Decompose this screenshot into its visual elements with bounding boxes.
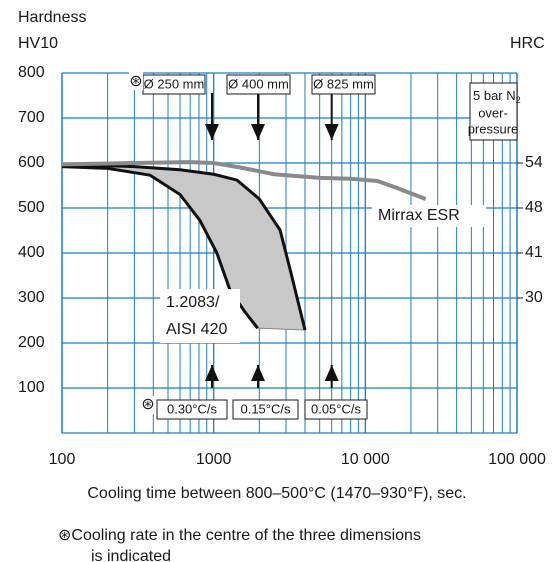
x-tick-label: 100 000 (488, 451, 546, 468)
y2-tick-label: 30 (525, 289, 543, 306)
marker-arrow-head (250, 124, 265, 140)
y2-title: HRC (510, 35, 545, 52)
footnote: ⊛Cooling rate in the centre of the three… (58, 527, 421, 544)
label-bg (160, 289, 240, 343)
series-label: Mirrax ESR (378, 207, 460, 224)
star: ⊛ (129, 73, 142, 90)
marker-arrow-head (250, 365, 265, 381)
y-tick-label: 800 (18, 64, 45, 81)
footnote: is indicated (91, 548, 171, 562)
y2-tick-label: 41 (525, 244, 543, 261)
band-edge (257, 327, 305, 331)
note-text: 5 bar N (473, 88, 516, 103)
x-tick-label: 100 (49, 451, 76, 468)
y2-tick-label: 54 (525, 154, 543, 171)
marker-box (232, 399, 299, 420)
y-title: HV10 (18, 35, 58, 52)
y-tick-label: 600 (18, 154, 45, 171)
line (61, 160, 427, 201)
band-label: AISI 420 (166, 321, 227, 338)
band-line (61, 162, 307, 331)
note-box (469, 82, 518, 141)
marker-box (156, 399, 228, 420)
marker-arrow-head (204, 365, 219, 381)
marker-label: Ø 400 mm (228, 76, 289, 91)
y-tick-label: 400 (18, 244, 45, 261)
marker-arrow-head (324, 124, 339, 140)
marker-box (226, 74, 291, 95)
star-bg (141, 396, 155, 414)
y2-tick-label: 48 (525, 199, 543, 216)
marker-box (311, 74, 376, 95)
note-text: 5 bar N2 (473, 88, 521, 105)
marker-label: Ø 250 mm (144, 76, 205, 91)
x-title: Cooling time between 800–500°C (1470–930… (87, 485, 466, 502)
y-tick-label: 300 (18, 289, 45, 306)
y-title: Hardness (18, 9, 86, 26)
x-tick-label: 10 000 (341, 451, 390, 468)
marker-label: 0.15°C/s (240, 401, 291, 416)
y-tick-label: 200 (18, 334, 45, 351)
x-tick-label: 1000 (196, 451, 232, 468)
y-tick-label: 500 (18, 199, 45, 216)
marker-label: 0.05°C/s (311, 401, 362, 416)
star: ⊛ (141, 396, 154, 413)
star-bg (129, 72, 143, 90)
marker-label: Ø 825 mm (313, 76, 374, 91)
band-area (62, 164, 305, 330)
label-bg (372, 205, 486, 227)
y-tick-label: 700 (18, 109, 45, 126)
marker-box (304, 399, 368, 420)
note-text: over- (478, 105, 508, 120)
marker-arrow-head (324, 365, 339, 381)
note-text: pressure (468, 121, 519, 136)
marker-label: 0.30°C/s (167, 401, 218, 416)
y-tick-label: 100 (18, 379, 45, 396)
note-subscript: 2 (516, 95, 521, 105)
marker-arrow-head (204, 124, 219, 140)
band-label: 1.2083/ (166, 294, 220, 311)
